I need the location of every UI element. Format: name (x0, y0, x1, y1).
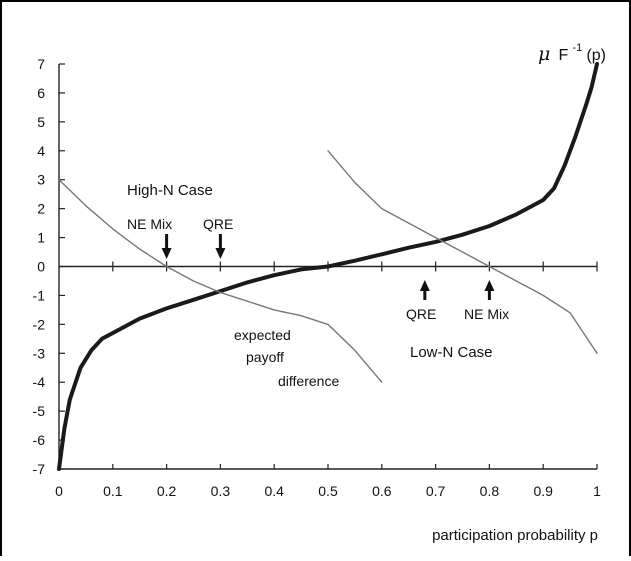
y-tick-label: -3 (33, 345, 46, 361)
x-tick-label: 0 (55, 483, 63, 499)
x-axis-label: participation probability p (432, 527, 598, 544)
y-tick-label: 4 (37, 143, 45, 159)
y-tick-label: -1 (33, 287, 46, 303)
difference-label: difference (278, 373, 339, 389)
x-tick-label: 0.6 (372, 483, 392, 499)
x-tick-label: 1 (593, 483, 601, 499)
y-tick-label: -4 (33, 374, 46, 390)
y-tick-label: -2 (33, 316, 46, 332)
ne-mix-high-label: NE Mix (127, 216, 172, 232)
y-axis-label: μ F -1 (p) (538, 38, 606, 65)
y-tick-label: 7 (37, 56, 45, 72)
inverse-cdf-series-line (57, 62, 599, 471)
qre-low-arrow-head (419, 280, 430, 291)
series-layer (57, 62, 599, 471)
y-tick-label: 6 (37, 85, 45, 101)
axes: -7 -6 -5 -4 -3 -2 -1 0 1 2 3 4 5 6 7 0 0.1 0.2 0.3 0.4 0.5 0.… (33, 56, 602, 499)
expected-label: expected (234, 327, 291, 343)
y-tick-label: -5 (33, 403, 46, 419)
x-tick-label: 0.2 (157, 483, 177, 499)
y-tick-label: 5 (37, 114, 45, 130)
ne-mix-high-arrow-head (161, 248, 172, 259)
high-n-payoff-series-line (58, 179, 383, 383)
y-tick-label: -6 (33, 432, 46, 448)
qre-low-label: QRE (406, 306, 436, 322)
low-n-case-label: Low-N Case (410, 344, 493, 361)
y-tick-label: 0 (37, 259, 45, 275)
qre-high-arrow-head (215, 248, 226, 259)
ne-mix-low-label: NE Mix (464, 306, 509, 322)
ne-mix-low-arrow-head (484, 280, 495, 291)
x-tick-label: 0.1 (103, 483, 123, 499)
x-tick-label: 0.5 (318, 483, 338, 499)
x-tick-label: 0.3 (211, 483, 231, 499)
x-tick-label: 0.7 (426, 483, 446, 499)
x-tick-label: 0.8 (480, 483, 500, 499)
x-tick-label: 0.4 (264, 483, 284, 499)
high-n-case-label: High-N Case (127, 182, 213, 199)
low-n-payoff-series-line (327, 150, 598, 354)
x-tick-label: 0.9 (533, 483, 553, 499)
qre-high-label: QRE (203, 216, 233, 232)
y-tick-label: 1 (37, 230, 45, 246)
payoff-label: payoff (246, 349, 284, 365)
y-tick-label: 3 (37, 172, 45, 188)
y-tick-label: 2 (37, 201, 45, 217)
markers-layer (161, 234, 495, 300)
y-tick-label: -7 (33, 461, 46, 477)
